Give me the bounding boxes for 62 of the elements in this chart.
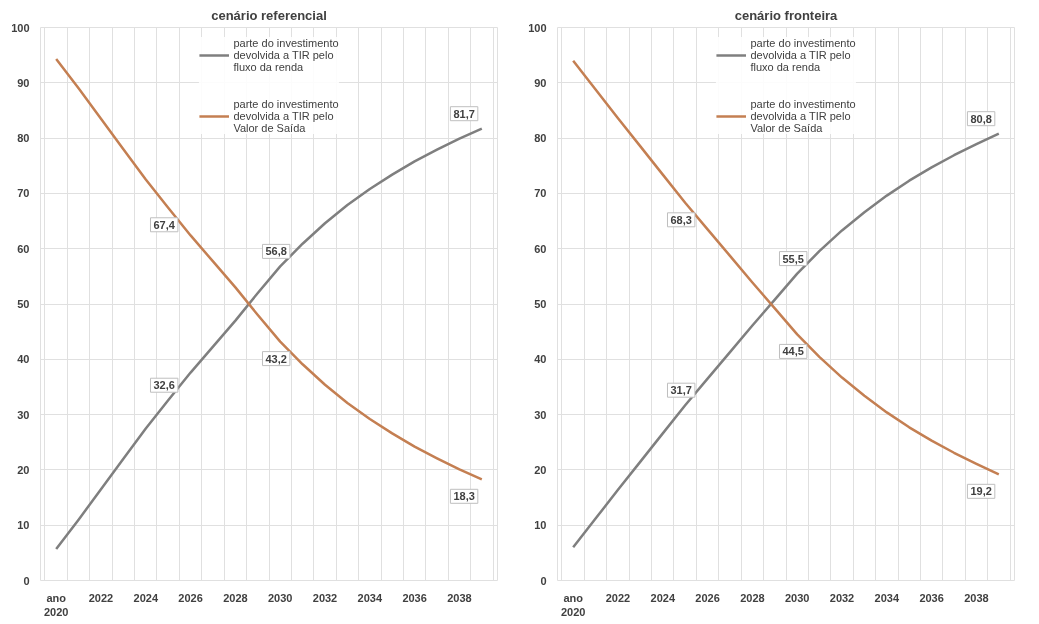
line-series [571,132,1001,549]
legend-label: parte do investimento devolvida a TIR pelo Valor de Saída [233,98,339,134]
data-label: 31,7 [670,384,692,397]
data-label: 67,4 [153,218,176,231]
x-tick-label: 2032 [829,591,855,604]
y-tick-label: 40 [534,353,547,366]
y-tick-label: 100 [11,21,30,34]
legend-label: parte do investimento devolvida a TIR pelo fluxo da renda [750,37,856,73]
x-tick-label: 2022 [605,591,631,604]
x-tick-label: 2028 [223,591,248,604]
data-label: 81,7 [453,107,475,120]
x-tick-label: 2028 [740,591,765,604]
data-label: 32,6 [153,379,175,392]
data-label: 19,2 [970,485,992,498]
data-label: 55,5 [782,252,804,265]
y-tick-label: 80 [534,132,547,145]
data-label: 44,5 [782,345,804,358]
legend-label: parte do investimento devolvida a TIR pelo fluxo da renda [233,37,339,73]
y-tick-label: 0 [540,574,547,587]
x-tick-label: 2034 [357,591,383,604]
data-label: 68,3 [670,213,692,226]
y-tick-label: 30 [534,408,547,421]
chart-title: cenário fronteira [734,7,839,23]
y-tick-label: 90 [17,76,30,89]
data-label: 56,8 [265,245,287,258]
x-tick-label: 2038 [964,591,989,604]
x-tick-label: 2036 [919,591,944,604]
x-tick-label: 2022 [88,591,114,604]
y-tick-label: 80 [17,132,30,145]
y-tick-label: 10 [17,519,30,532]
y-tick-label: 0 [23,574,30,587]
x-tick-label: ano 2020 [43,591,69,618]
legend-label: parte do investimento devolvida a TIR pelo Valor de Saída [750,98,856,134]
x-tick-label: 2024 [133,591,159,604]
y-tick-label: 50 [534,298,547,310]
line-series [571,59,1001,476]
y-tick-label: 40 [17,353,30,366]
y-tick-label: 90 [534,76,547,89]
y-tick-label: 60 [534,242,547,255]
x-tick-label: 2038 [447,591,472,604]
data-label: 43,2 [265,352,287,365]
x-tick-label: 2034 [874,591,900,604]
x-tick-label: 2030 [784,591,810,604]
x-tick-label: 2026 [178,591,203,604]
y-tick-label: 20 [534,463,547,476]
y-tick-label: 100 [528,21,547,34]
y-tick-label: 70 [534,187,547,200]
data-label: 80,8 [970,112,992,125]
y-tick-label: 20 [17,463,30,476]
x-tick-label: 2026 [695,591,720,604]
y-tick-label: 30 [17,408,30,421]
x-tick-label: 2032 [312,591,338,604]
y-tick-label: 60 [17,242,30,255]
x-tick-label: 2036 [402,591,427,604]
y-tick-label: 10 [534,519,547,532]
y-tick-label: 50 [17,298,30,310]
x-tick-label: 2024 [650,591,676,604]
x-tick-label: ano 2020 [560,591,586,618]
data-label: 18,3 [453,490,475,503]
x-tick-label: 2030 [267,591,293,604]
y-tick-label: 70 [17,187,30,200]
chart-title: cenário referencial [211,7,327,23]
